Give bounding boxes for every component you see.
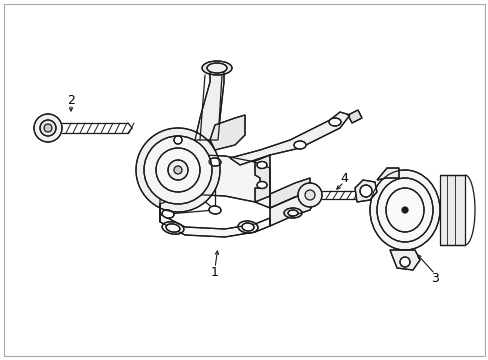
Circle shape (143, 136, 212, 204)
Ellipse shape (287, 210, 297, 216)
Ellipse shape (162, 222, 183, 234)
Ellipse shape (166, 224, 180, 232)
Circle shape (168, 160, 187, 180)
Polygon shape (376, 168, 398, 180)
Text: 3: 3 (430, 271, 438, 284)
Ellipse shape (257, 162, 266, 168)
Polygon shape (160, 154, 269, 222)
Circle shape (174, 166, 182, 174)
Polygon shape (439, 175, 464, 245)
Ellipse shape (257, 181, 266, 189)
Circle shape (174, 136, 182, 144)
Ellipse shape (293, 141, 305, 149)
Polygon shape (347, 110, 361, 123)
Circle shape (40, 120, 56, 136)
Ellipse shape (385, 188, 423, 232)
Ellipse shape (206, 63, 226, 73)
Circle shape (305, 190, 314, 200)
Polygon shape (229, 112, 349, 165)
Text: 2: 2 (67, 94, 75, 107)
Polygon shape (209, 115, 244, 150)
Ellipse shape (202, 61, 231, 75)
Circle shape (297, 183, 321, 207)
Circle shape (136, 128, 220, 212)
Polygon shape (269, 178, 309, 208)
Circle shape (156, 148, 200, 192)
Circle shape (34, 114, 62, 142)
Text: 4: 4 (339, 171, 347, 185)
Ellipse shape (162, 166, 174, 174)
Polygon shape (269, 192, 314, 226)
Circle shape (359, 185, 371, 197)
Ellipse shape (208, 158, 221, 166)
Ellipse shape (328, 118, 340, 126)
Polygon shape (254, 155, 269, 202)
Text: 1: 1 (211, 266, 219, 279)
Circle shape (401, 207, 407, 213)
Circle shape (399, 257, 409, 267)
Polygon shape (389, 250, 419, 270)
Ellipse shape (369, 170, 439, 250)
Ellipse shape (208, 206, 221, 214)
Polygon shape (195, 68, 224, 140)
Ellipse shape (376, 178, 432, 242)
Circle shape (44, 124, 52, 132)
Polygon shape (160, 214, 269, 237)
Ellipse shape (284, 208, 302, 218)
Ellipse shape (242, 223, 253, 231)
Polygon shape (354, 180, 376, 202)
Ellipse shape (162, 210, 174, 218)
Ellipse shape (238, 221, 258, 233)
